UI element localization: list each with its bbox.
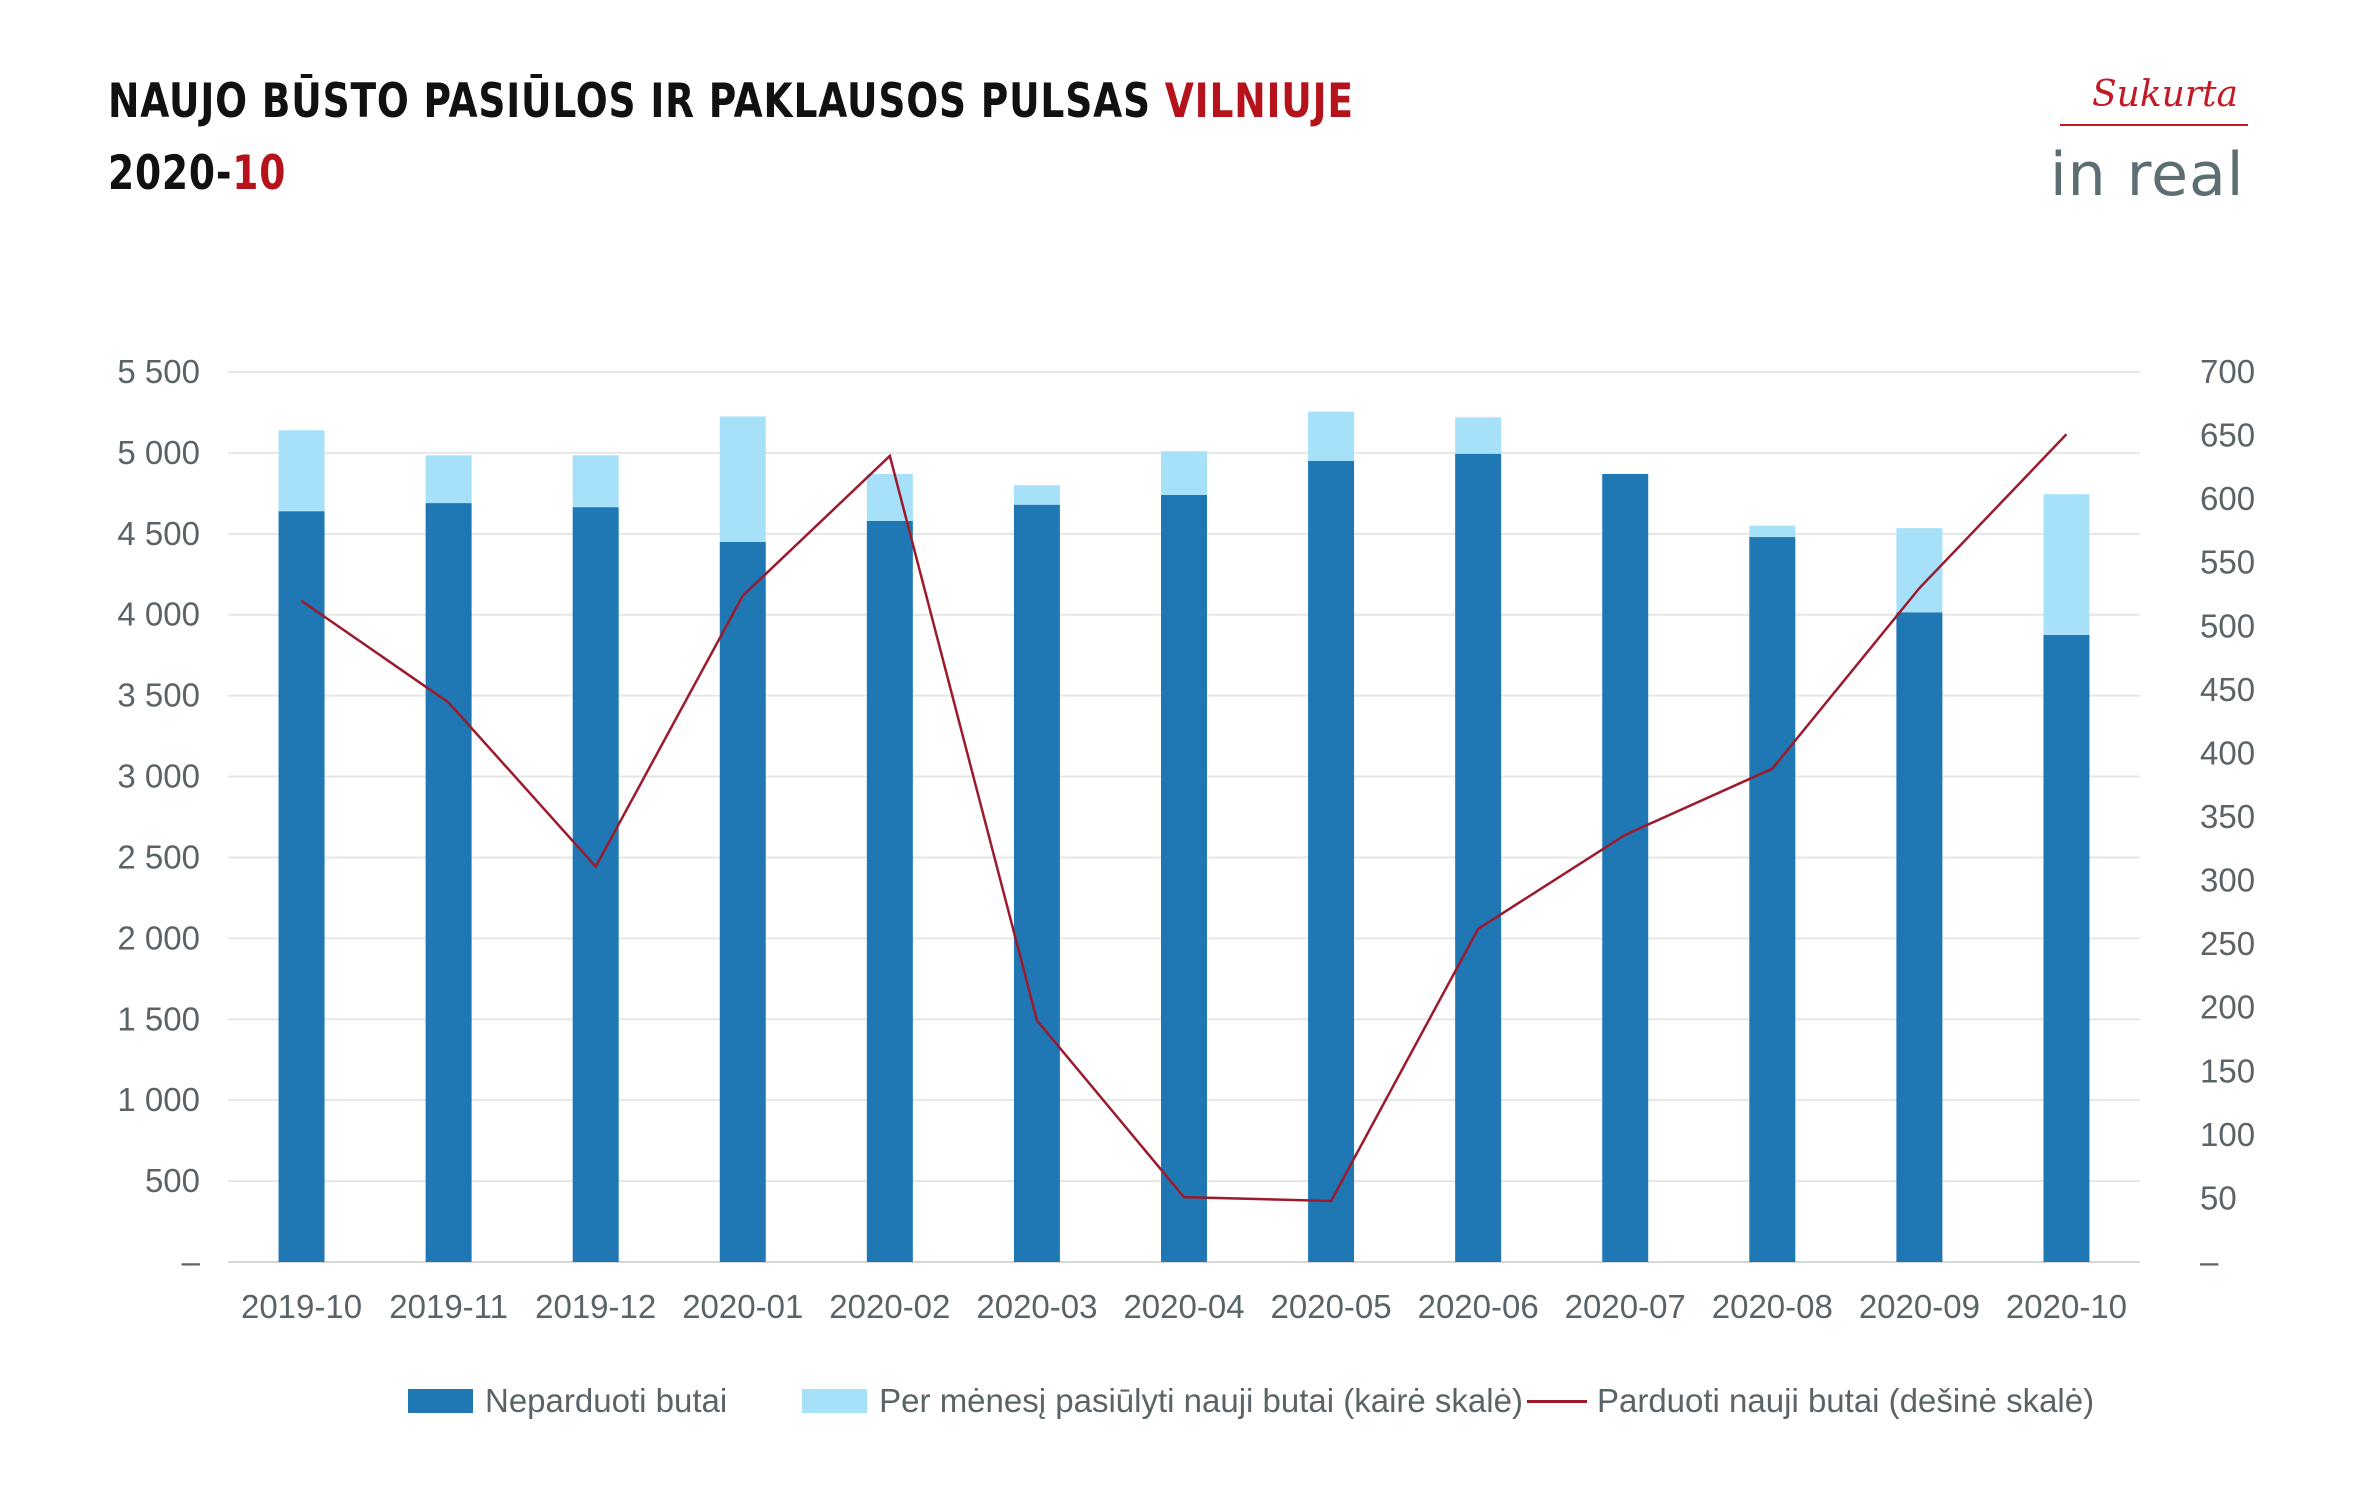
right-tick-label: 350 bbox=[2200, 798, 2255, 835]
right-tick-label: 100 bbox=[2200, 1116, 2255, 1153]
bar-offered bbox=[2043, 494, 2090, 635]
left-tick-label: 5 000 bbox=[117, 434, 200, 471]
right-tick-label: 200 bbox=[2200, 989, 2255, 1026]
right-tick-label: 700 bbox=[2200, 353, 2255, 390]
title-block: NAUJO BŪSTO PASIŪLOS IR PAKLAUSOS PULSAS… bbox=[108, 66, 1665, 210]
right-tick-label: 300 bbox=[2200, 862, 2255, 899]
bars bbox=[278, 411, 2090, 1263]
x-tick-label: 2019-12 bbox=[535, 1288, 656, 1325]
bar-unsold bbox=[1013, 504, 1060, 1262]
bar-unsold bbox=[1161, 494, 1207, 1262]
title-text: NAUJO BŪSTO PASIŪLOS IR PAKLAUSOS PULSAS bbox=[108, 74, 1165, 129]
right-axis-ticks: – 50 100 150 200 250 300 350 400 450 500 550 600 650 7… bbox=[2200, 353, 2255, 1280]
legend-swatch-offered bbox=[802, 1389, 868, 1413]
right-tick-label: 550 bbox=[2200, 544, 2255, 581]
chart-subtitle: 2020-10 bbox=[108, 138, 1354, 210]
left-tick-label: – bbox=[182, 1243, 201, 1280]
logo-brand: in real bbox=[2050, 140, 2245, 210]
right-tick-label: 250 bbox=[2200, 925, 2255, 962]
right-tick-label: 650 bbox=[2200, 417, 2255, 454]
right-tick-label: 400 bbox=[2200, 734, 2255, 771]
legend-swatch-sold bbox=[1526, 1399, 1587, 1403]
bar-offered bbox=[425, 455, 472, 504]
left-tick-label: 2 000 bbox=[117, 919, 200, 956]
left-tick-label: 2 500 bbox=[117, 838, 200, 875]
bar-offered bbox=[572, 455, 619, 508]
bar-offered bbox=[1013, 485, 1060, 505]
left-tick-label: 4 000 bbox=[117, 596, 200, 633]
x-tick-label: 2020-02 bbox=[829, 1288, 950, 1325]
subtitle-month: 10 bbox=[232, 146, 287, 201]
left-axis-ticks: – 500 1 000 1 500 2 000 2 500 3 000 3 500 4 000 4… bbox=[117, 353, 200, 1280]
x-tick-label: 2020-05 bbox=[1271, 1288, 1392, 1325]
x-tick-label: 2020-10 bbox=[2006, 1288, 2127, 1325]
logo-tagline: Sukurta bbox=[2092, 74, 2238, 115]
right-tick-label: 50 bbox=[2200, 1179, 2237, 1216]
bar-unsold bbox=[1749, 537, 1796, 1262]
chart-title: NAUJO BŪSTO PASIŪLOS IR PAKLAUSOS PULSAS… bbox=[108, 66, 1354, 138]
legend-item-offered: Per mėnesį pasiūlyti nauji butai (kairė … bbox=[802, 1382, 1523, 1420]
x-tick-label: 2020-04 bbox=[1123, 1288, 1244, 1325]
legend: Neparduoti butai Per mėnesį pasiūlyti na… bbox=[408, 1382, 2094, 1420]
bar-offered bbox=[1749, 525, 1796, 538]
left-tick-label: 500 bbox=[145, 1162, 200, 1199]
bar-unsold bbox=[2043, 634, 2090, 1262]
bar-unsold bbox=[1602, 473, 1649, 1263]
x-tick-label: 2020-09 bbox=[1859, 1288, 1980, 1325]
x-tick-label: 2019-11 bbox=[389, 1288, 508, 1325]
bar-offered bbox=[278, 430, 325, 512]
left-tick-label: 1 000 bbox=[117, 1081, 200, 1118]
right-tick-label: 150 bbox=[2200, 1052, 2255, 1089]
bar-unsold bbox=[719, 541, 766, 1262]
right-tick-label: – bbox=[2200, 1243, 2219, 1280]
bar-offered bbox=[1308, 411, 1355, 461]
subtitle-year: 2020- bbox=[108, 146, 233, 201]
bar-unsold bbox=[572, 507, 619, 1263]
bar-unsold bbox=[1308, 461, 1355, 1262]
bar-offered bbox=[1455, 417, 1502, 454]
left-tick-label: 3 000 bbox=[117, 758, 200, 795]
bar-unsold bbox=[278, 511, 325, 1262]
x-tick-label: 2019-10 bbox=[241, 1288, 362, 1325]
x-tick-label: 2020-03 bbox=[976, 1288, 1097, 1325]
legend-item-unsold: Neparduoti butai bbox=[408, 1382, 727, 1420]
legend-label-unsold: Neparduoti butai bbox=[485, 1382, 728, 1419]
bar-offered bbox=[1161, 451, 1207, 495]
x-tick-label: 2020-06 bbox=[1418, 1288, 1539, 1325]
legend-label-sold: Parduoti nauji butai (dešinė skalė) bbox=[1596, 1382, 2095, 1419]
right-tick-label: 600 bbox=[2200, 480, 2255, 517]
left-tick-label: 1 500 bbox=[117, 1000, 200, 1037]
bar-unsold bbox=[866, 520, 913, 1262]
legend-swatch-unsold bbox=[408, 1389, 473, 1413]
bar-unsold bbox=[1455, 453, 1502, 1263]
x-axis-ticks: 2019-10 2019-11 2019-12 2020-01 2020-02 2020-… bbox=[241, 1288, 2127, 1325]
bar-unsold bbox=[425, 503, 472, 1262]
left-tick-label: 3 500 bbox=[117, 677, 200, 714]
sold-line bbox=[300, 433, 2068, 1203]
right-tick-label: 500 bbox=[2200, 607, 2255, 644]
title-city: VILNIUJE bbox=[1164, 74, 1354, 129]
right-tick-label: 450 bbox=[2200, 671, 2255, 708]
bar-offered bbox=[719, 416, 766, 542]
left-tick-label: 4 500 bbox=[117, 515, 200, 552]
x-tick-label: 2020-08 bbox=[1712, 1288, 1833, 1325]
bar-unsold bbox=[1896, 612, 1943, 1262]
brand-logo: Sukurta in real bbox=[2040, 74, 2250, 214]
x-tick-label: 2020-07 bbox=[1565, 1288, 1686, 1325]
left-tick-label: 5 500 bbox=[117, 353, 200, 390]
x-tick-label: 2020-01 bbox=[682, 1288, 803, 1325]
bar-offered bbox=[1896, 528, 1943, 613]
legend-item-sold: Parduoti nauji butai (dešinė skalė) bbox=[1526, 1382, 2095, 1420]
logo-underline bbox=[2060, 124, 2248, 126]
legend-label-offered: Per mėnesį pasiūlyti nauji butai (kairė … bbox=[879, 1382, 1523, 1419]
